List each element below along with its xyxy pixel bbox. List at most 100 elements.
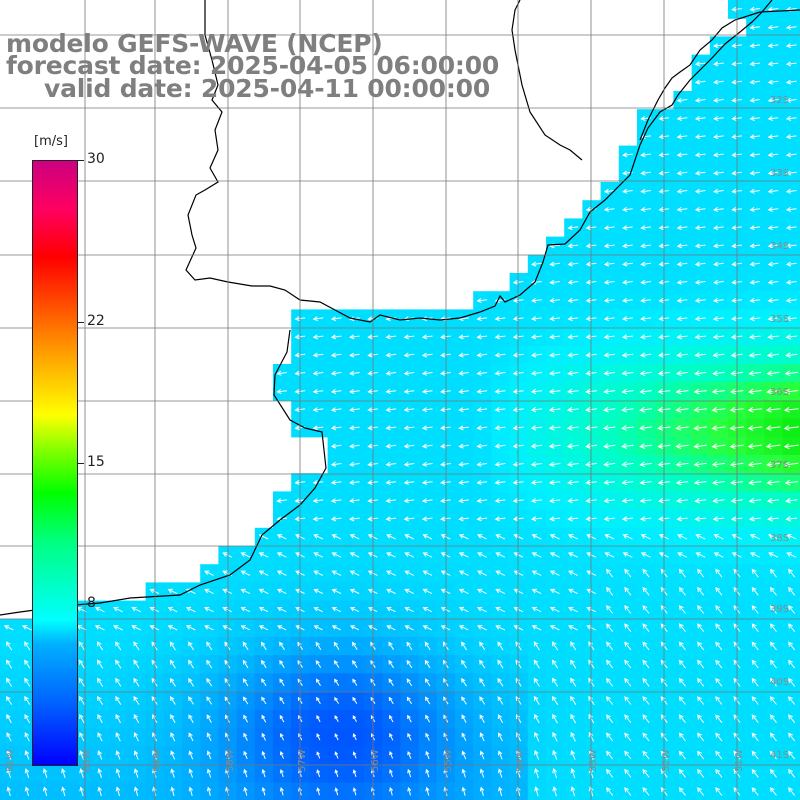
wind-arrow: [96, 659, 104, 669]
wind-arrow: [675, 388, 689, 395]
wind-arrow: [676, 352, 688, 358]
wind-arrow: [769, 714, 777, 724]
wind-arrow: [751, 714, 759, 724]
wind-arrow: [622, 261, 633, 267]
wind-arrow: [279, 732, 285, 741]
wind-arrow: [788, 768, 796, 778]
wind-arrow: [606, 568, 614, 578]
wind-arrow: [624, 750, 632, 760]
wind-arrow: [642, 768, 650, 778]
wind-arrow: [549, 625, 560, 631]
wind-arrow: [222, 606, 233, 613]
wind-arrow: [313, 588, 323, 594]
wind-arrow: [261, 678, 267, 687]
wind-arrow: [624, 677, 632, 687]
lon-label: 59W: [152, 749, 163, 772]
wind-arrow: [242, 696, 249, 705]
wind-arrow: [567, 552, 578, 558]
wind-arrow: [115, 786, 121, 797]
wind-arrow: [461, 786, 466, 796]
wind-arrow: [675, 461, 689, 468]
wind-arrow: [385, 425, 397, 431]
wind-arrow: [567, 534, 578, 540]
wind-arrow: [24, 677, 31, 687]
wind-arrow: [421, 370, 433, 376]
wind-arrow: [694, 61, 706, 67]
wind-arrow: [261, 768, 266, 778]
wind-arrow: [242, 659, 249, 669]
wind-arrow: [513, 588, 524, 595]
wind-arrow: [715, 714, 723, 724]
wind-arrow: [477, 552, 487, 558]
wind-arrow: [6, 695, 13, 705]
wind-arrow: [676, 316, 688, 322]
wind-arrow: [276, 370, 287, 376]
wind-arrow: [479, 750, 485, 760]
wind-arrow: [330, 334, 342, 340]
wind-arrow: [407, 750, 412, 759]
wind-arrow: [479, 641, 486, 651]
wind-arrow: [549, 316, 560, 322]
wind-arrow: [548, 461, 561, 467]
wind-arrow: [711, 406, 726, 413]
wind-arrow: [334, 733, 339, 741]
wind-arrow: [769, 605, 777, 614]
wind-arrow: [279, 696, 285, 705]
wind-arrow: [349, 407, 360, 413]
wind-arrow: [240, 588, 251, 595]
wind-arrow: [279, 786, 284, 796]
wind-arrow: [788, 677, 796, 687]
wind-arrow: [131, 625, 142, 631]
wind-arrow: [476, 297, 488, 303]
wind-arrow: [769, 732, 777, 742]
wind-arrow: [713, 243, 724, 249]
wind-arrow: [258, 570, 269, 576]
wind-arrow: [334, 696, 340, 704]
wind-arrow: [316, 787, 321, 796]
wind-arrow: [640, 534, 651, 540]
wind-arrow: [421, 498, 433, 504]
wind-arrow: [549, 297, 560, 303]
wind-arrow: [421, 479, 433, 485]
wind-arrow: [97, 786, 103, 797]
wind-arrow: [675, 425, 689, 431]
wind-arrow: [767, 225, 779, 231]
wind-arrow: [640, 152, 651, 158]
wind-arrow: [786, 552, 797, 558]
wind-arrow: [676, 261, 688, 267]
wind-arrow: [639, 370, 652, 377]
wind-arrow: [224, 696, 231, 705]
wind-arrow: [713, 188, 724, 194]
wind-arrow: [458, 461, 469, 467]
wind-arrow: [425, 786, 430, 796]
wind-arrow: [621, 443, 634, 449]
wind-arrow: [352, 769, 357, 777]
wind-arrow: [261, 659, 267, 669]
wind-arrow: [713, 43, 724, 49]
wind-arrow: [316, 751, 321, 759]
lat-label: 38S: [770, 533, 789, 544]
wind-arrow: [279, 659, 285, 669]
wind-arrow: [494, 370, 506, 376]
wind-arrow: [349, 388, 360, 394]
wind-arrow: [403, 352, 415, 358]
wind-arrow: [403, 443, 415, 449]
wind-arrow: [588, 731, 595, 742]
wind-arrow: [769, 768, 777, 778]
wind-arrow: [531, 588, 542, 595]
wind-arrow: [388, 659, 394, 669]
wind-arrow: [570, 641, 577, 651]
wind-arrow: [624, 623, 632, 633]
wind-arrow: [766, 388, 780, 395]
wind-arrow: [476, 316, 488, 322]
wind-arrow: [588, 659, 595, 669]
wind-arrow: [749, 97, 761, 103]
wind-arrow: [512, 388, 524, 395]
wind-arrow: [622, 552, 633, 558]
wind-arrow: [585, 479, 597, 486]
wind-arrow: [640, 552, 651, 558]
wind-arrow: [766, 479, 780, 486]
wind-arrow: [94, 625, 105, 631]
wind-arrow: [42, 768, 48, 778]
wind-arrow: [349, 588, 360, 594]
